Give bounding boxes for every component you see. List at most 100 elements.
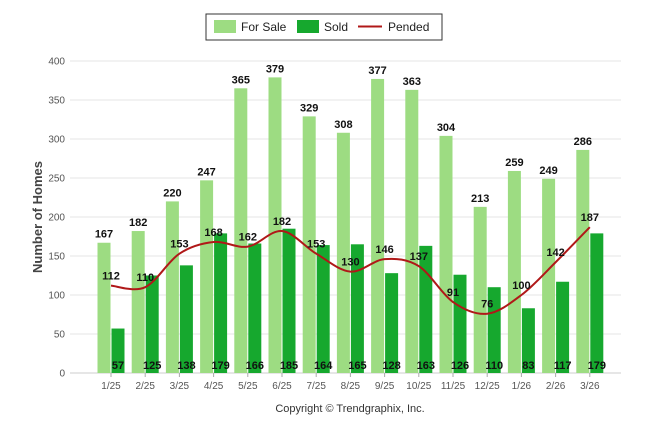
y-tick-label: 300: [48, 135, 65, 146]
bar-for-sale: [234, 88, 248, 374]
data-label-sold: 179: [211, 360, 229, 372]
bar-layer: [97, 77, 604, 374]
data-label-pended: 182: [273, 216, 291, 228]
bar-for-sale: [542, 178, 556, 373]
x-tick-label: 12/25: [475, 381, 500, 392]
x-tick-label: 8/25: [341, 381, 361, 392]
bar-for-sale: [200, 180, 214, 373]
legend-label-pended: Pended: [388, 20, 429, 34]
data-label-pended: 153: [170, 239, 188, 251]
data-label-pended: 146: [375, 244, 393, 256]
data-label-for-sale: 182: [129, 217, 147, 229]
data-label-sold: 138: [177, 360, 195, 372]
copyright-credit: Copyright © Trendgraphix, Inc.: [275, 403, 424, 415]
data-label-for-sale: 363: [403, 76, 421, 88]
legend: For Sale Sold Pended: [205, 13, 443, 41]
data-label-sold: 57: [112, 360, 124, 372]
bar-sold: [179, 265, 193, 373]
legend-swatch-sold: [297, 20, 319, 33]
x-tick-label: 6/25: [272, 381, 292, 392]
data-label-pended: 162: [239, 232, 257, 244]
data-label-sold: 110: [485, 360, 503, 372]
data-label-sold: 165: [348, 360, 366, 372]
data-label-for-sale: 365: [232, 74, 250, 86]
data-label-pended: 76: [481, 299, 493, 311]
x-tick-label: 2/26: [546, 381, 566, 392]
data-label-pended: 187: [581, 212, 599, 224]
label-layer: 167 182 220 247 365 379 329 308 377 363 304 213 259 2…: [95, 63, 606, 372]
bar-sold: [419, 245, 433, 373]
line-layer: [110, 226, 591, 315]
data-label-sold: 163: [417, 360, 435, 372]
data-label-for-sale: 308: [334, 119, 352, 131]
x-tick-label: 1/26: [512, 381, 532, 392]
bar-for-sale: [576, 149, 590, 373]
bar-for-sale: [302, 116, 316, 373]
bar-sold: [385, 273, 399, 373]
legend-box: [205, 13, 443, 41]
axis-layer: 0 50 100 150 200 250 300 350 400 1/25 2/25 3/25 4/25…: [48, 57, 621, 392]
y-tick-label: 150: [48, 252, 65, 263]
x-tick-label: 3/25: [170, 381, 190, 392]
x-tick-label: 1/25: [101, 381, 121, 392]
data-label-for-sale: 213: [471, 193, 489, 205]
data-label-for-sale: 329: [300, 102, 318, 114]
data-label-sold: 128: [382, 360, 400, 372]
bar-sold: [111, 328, 125, 373]
bar-sold: [145, 275, 159, 373]
data-label-pended: 100: [512, 280, 530, 292]
data-label-for-sale: 259: [505, 157, 523, 169]
data-label-for-sale: 304: [437, 122, 456, 134]
data-label-pended: 110: [136, 272, 154, 284]
data-label-sold: 179: [588, 360, 606, 372]
legend-label-for-sale: For Sale: [241, 20, 287, 34]
bar-for-sale: [473, 206, 487, 373]
data-label-sold: 166: [246, 360, 264, 372]
data-label-for-sale: 379: [266, 63, 284, 75]
y-tick-label: 200: [48, 213, 65, 224]
y-axis-title: Number of Homes: [30, 161, 45, 273]
x-tick-label: 9/25: [375, 381, 395, 392]
x-tick-label: 5/25: [238, 381, 258, 392]
y-tick-label: 400: [48, 57, 65, 68]
bar-sold: [316, 245, 330, 373]
y-tick-label: 350: [48, 96, 65, 107]
data-label-pended: 130: [341, 257, 359, 269]
bar-sold: [350, 244, 364, 373]
x-tick-label: 7/25: [306, 381, 326, 392]
data-label-for-sale: 247: [197, 166, 215, 178]
bar-sold: [487, 287, 501, 373]
bar-for-sale: [405, 89, 419, 374]
data-label-for-sale: 220: [163, 187, 181, 199]
legend-swatch-for-sale: [214, 20, 236, 33]
bar-sold: [453, 274, 467, 373]
data-label-pended: 142: [546, 247, 564, 259]
bar-sold: [248, 243, 262, 373]
y-tick-label: 0: [59, 369, 65, 380]
data-label-for-sale: 249: [539, 165, 557, 177]
legend-label-sold: Sold: [324, 20, 348, 34]
data-label-sold: 83: [522, 360, 534, 372]
data-label-pended: 112: [102, 271, 120, 283]
data-label-sold: 164: [314, 360, 333, 372]
data-label-for-sale: 286: [574, 136, 592, 148]
x-tick-label: 10/25: [406, 381, 431, 392]
y-tick-label: 50: [54, 330, 66, 341]
bar-for-sale: [507, 170, 521, 373]
data-label-sold: 125: [143, 360, 161, 372]
bar-sold: [521, 308, 535, 373]
data-label-for-sale: 377: [368, 65, 386, 77]
bar-sold: [282, 228, 296, 373]
data-label-sold: 117: [554, 360, 572, 372]
bar-for-sale: [165, 201, 179, 373]
data-label-pended: 91: [447, 287, 459, 299]
data-label-pended: 168: [204, 227, 222, 239]
x-tick-label: 2/25: [135, 381, 155, 392]
data-label-for-sale: 167: [95, 229, 113, 241]
x-tick-label: 4/25: [204, 381, 224, 392]
bar-for-sale: [97, 242, 111, 373]
bar-sold: [556, 281, 570, 373]
data-label-pended: 137: [410, 251, 428, 263]
